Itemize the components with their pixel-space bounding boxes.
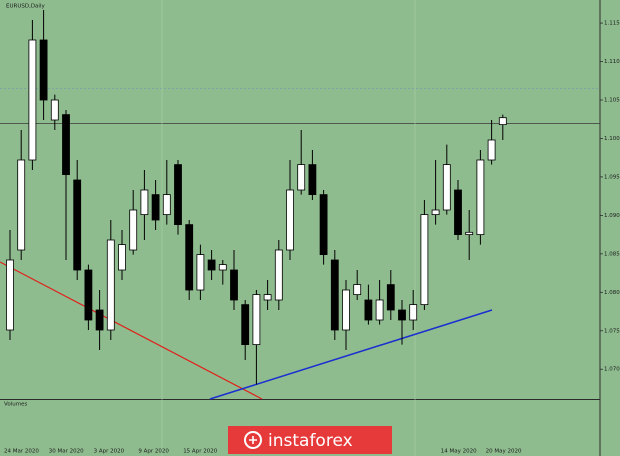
y-tick-label: 1.0800 xyxy=(604,290,620,296)
candle-body xyxy=(241,304,250,346)
candle-body xyxy=(140,189,149,216)
x-tick-label: 14 May 2020 xyxy=(441,449,477,455)
candle-body xyxy=(431,209,440,216)
y-tick-label: 1.0750 xyxy=(604,328,620,334)
y-tick-label: 1.1150 xyxy=(604,21,620,27)
candle-body xyxy=(297,164,306,191)
candle-body xyxy=(151,194,160,221)
candle-body xyxy=(476,159,485,236)
y-tick-label: 1.0950 xyxy=(604,174,620,180)
candle-body xyxy=(17,159,26,251)
candle-body xyxy=(353,284,362,296)
watermark-icon xyxy=(244,431,262,449)
candle-body xyxy=(207,259,216,271)
candle-body xyxy=(95,309,104,331)
x-tick-label: 3 Apr 2020 xyxy=(94,449,125,455)
candle-body xyxy=(465,231,474,236)
candle-body xyxy=(274,249,283,301)
x-tick-label: 15 Apr 2020 xyxy=(183,449,218,455)
y-tick-label: 1.0700 xyxy=(604,367,620,373)
candle-body xyxy=(398,309,406,321)
candle-body xyxy=(319,194,328,256)
panel-label: Volumes xyxy=(4,402,27,408)
candle-body xyxy=(62,114,70,176)
candle-body xyxy=(106,239,115,331)
x-tick-label: 9 Apr 2020 xyxy=(138,449,169,455)
candle-body xyxy=(28,39,37,161)
candle-body xyxy=(342,289,350,331)
chart-title: EURUSD,Daily xyxy=(6,4,45,10)
candle-body xyxy=(196,254,205,291)
candle-body xyxy=(6,259,14,331)
candle-body xyxy=(185,224,194,291)
watermark: instaforex xyxy=(228,426,392,454)
candle-body xyxy=(375,299,384,321)
candle-body xyxy=(39,39,48,101)
candle-body xyxy=(286,189,294,251)
candle-body xyxy=(454,189,462,236)
trendline xyxy=(0,261,263,400)
candle-body xyxy=(230,269,238,301)
candle-body xyxy=(50,99,59,121)
candle-body xyxy=(218,264,227,271)
candle-body xyxy=(263,294,272,301)
candle-body xyxy=(129,209,138,251)
candle-body xyxy=(498,117,507,126)
y-tick-label: 1.1100 xyxy=(604,59,620,65)
candle-body xyxy=(364,299,373,321)
candle-body xyxy=(162,194,171,216)
candle-body xyxy=(252,294,261,346)
y-tick-label: 1.0850 xyxy=(604,251,620,257)
candle-body xyxy=(330,259,339,331)
candle-body xyxy=(487,139,496,161)
candle-body xyxy=(73,179,82,271)
candle-body xyxy=(420,214,429,306)
y-tick-label: 1.1050 xyxy=(604,98,620,104)
candle-body xyxy=(174,164,182,226)
x-tick-label: 24 Mar 2020 xyxy=(4,449,39,455)
candle-body xyxy=(409,304,418,321)
candle-body xyxy=(308,164,317,196)
y-tick-label: 1.1000 xyxy=(604,136,620,142)
candle-body xyxy=(84,269,93,321)
watermark-text: instaforex xyxy=(268,431,353,451)
y-tick-label: 1.0900 xyxy=(604,213,620,219)
candle-body xyxy=(386,284,395,311)
candle-body xyxy=(118,244,126,271)
candle-body xyxy=(442,164,451,211)
watermark-icon xyxy=(249,436,257,444)
x-tick-label: 20 May 2020 xyxy=(486,449,522,455)
trendline xyxy=(209,309,493,400)
x-tick-label: 30 Mar 2020 xyxy=(49,449,84,455)
